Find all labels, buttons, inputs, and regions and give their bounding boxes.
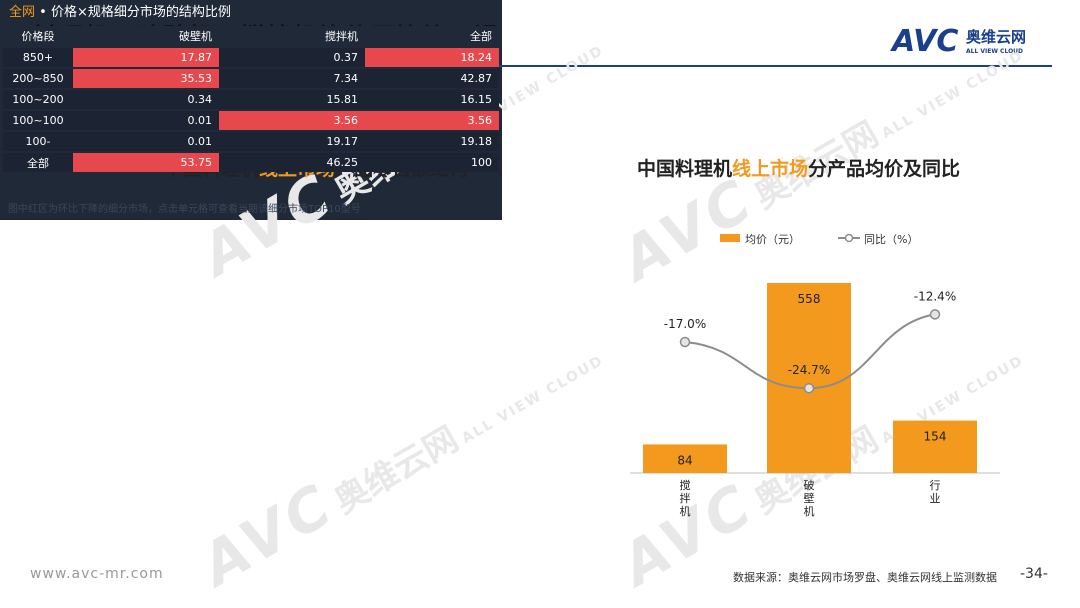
- legend-label: 同比（%）: [864, 233, 918, 246]
- row-label: 200~850: [3, 67, 73, 89]
- table-row[interactable]: 850+ 17.87 0.37 18.24: [3, 46, 499, 68]
- table-cell[interactable]: 16.15: [365, 88, 499, 110]
- logo-cn: 奥维云网: [966, 28, 1026, 46]
- bar-value-label: 84: [677, 453, 692, 467]
- column-header: 搅拌机: [219, 26, 365, 47]
- table-cell[interactable]: 35.53: [73, 67, 219, 89]
- category-label: 行业: [930, 479, 941, 505]
- table-note: 图中红区为环比下降的细分市场，点击单元格可查看当期该细分市场TOP10型号: [8, 204, 361, 215]
- bar: [893, 420, 977, 473]
- table-row[interactable]: 全部 53.75 46.25 100: [3, 151, 499, 172]
- table-body: 850+ 17.87 0.37 18.24 200~850 35.53 7.34 42.87 1…: [3, 46, 499, 172]
- table-cell[interactable]: 46.25: [219, 151, 365, 172]
- table-cell[interactable]: 19.18: [365, 130, 499, 152]
- right-title-post: 分产品均价及同比: [808, 158, 961, 180]
- legend-label: 均价（元）: [745, 233, 800, 246]
- row-label: 100-: [3, 130, 73, 152]
- watermark-en: ALL VIEW CLOUD: [459, 352, 607, 447]
- table-cell[interactable]: 3.56: [365, 109, 499, 131]
- table-title: • 价格×规格细分市场的结构比例: [35, 5, 231, 20]
- table-cell[interactable]: 18.24: [365, 46, 499, 68]
- title-divider: [28, 65, 1052, 67]
- structure-table: 价格段 破壁机 搅拌机 全部 850+ 17.87 0.37 18.24 200~850…: [3, 26, 499, 172]
- yoy-point: [679, 336, 691, 348]
- table-cell[interactable]: 15.81: [219, 88, 365, 110]
- price-yoy-chart: 均价（元） 同比（%） 84 558 154 搅拌机 破壁机 行业 -17.0% -24.7% -1…: [630, 233, 1000, 518]
- table-cell[interactable]: 17.87: [73, 46, 219, 68]
- watermark-mark: AVC: [190, 469, 346, 599]
- table-cell[interactable]: 7.34: [219, 67, 365, 89]
- yoy-point: [803, 382, 815, 394]
- logo-en: ALL VIEW CLOUD: [966, 48, 1023, 55]
- table-header: 全网 • 价格×规格细分市场的结构比例: [0, 0, 502, 25]
- category-label: 搅拌机: [680, 478, 691, 518]
- right-panel-title: 中国料理机线上市场分产品均价及同比: [637, 154, 960, 181]
- yoy-value-label: -12.4%: [914, 289, 956, 303]
- row-label: 100~100: [3, 109, 73, 131]
- table-cell[interactable]: 3.56: [219, 109, 365, 131]
- legend-marker: [844, 233, 854, 243]
- table-row[interactable]: 100- 0.01 19.17 19.18: [3, 130, 499, 152]
- yoy-value-label: -17.0%: [664, 317, 706, 331]
- table-cell[interactable]: 42.87: [365, 67, 499, 89]
- legend-swatch-bar: [720, 234, 740, 242]
- structure-table-panel: 全网 • 价格×规格细分市场的结构比例 价格段 破壁机 搅拌机 全部 850+ 1…: [0, 0, 1066, 220]
- table-unit: 单位%: [1033, 200, 1066, 213]
- right-title-pre: 中国料理机: [637, 158, 733, 180]
- column-header: 价格段: [3, 26, 73, 47]
- bar-value-label: 558: [798, 292, 821, 306]
- logo-mark: AVC: [890, 24, 958, 59]
- category-label: 破壁机: [804, 478, 815, 518]
- table-title-scope[interactable]: 全网: [9, 5, 36, 20]
- bar: [643, 444, 727, 473]
- data-source: 数据来源：奥维云网市场罗盘、奥维云网线上监测数据: [733, 571, 997, 584]
- row-label: 100~200: [3, 88, 73, 110]
- table-header-row: 价格段 破壁机 搅拌机 全部: [3, 26, 499, 47]
- watermark-cn: 奥维云网: [327, 419, 466, 522]
- table-cell[interactable]: 53.75: [73, 151, 219, 172]
- watermark-3: AVC 奥维云网 ALL VIEW CLOUD: [190, 316, 612, 599]
- column-header: 全部: [365, 26, 499, 47]
- table-cell[interactable]: 0.37: [219, 46, 365, 68]
- avc-logo: AVC 奥维云网 ALL VIEW CLOUD: [890, 24, 1026, 59]
- table-cell[interactable]: 0.01: [73, 130, 219, 152]
- row-label: 850+: [3, 46, 73, 68]
- column-header: 破壁机: [73, 26, 219, 47]
- table-cell[interactable]: 100: [365, 151, 499, 172]
- yoy-value-label: -24.7%: [788, 363, 830, 377]
- table-row[interactable]: 200~850 35.53 7.34 42.87: [3, 67, 499, 89]
- footer-url[interactable]: www.avc-mr.com: [30, 566, 164, 582]
- table-cell[interactable]: 19.17: [219, 130, 365, 152]
- table-cell[interactable]: 0.01: [73, 109, 219, 131]
- yoy-point: [929, 309, 941, 320]
- bar-value-label: 154: [924, 430, 947, 444]
- row-label: 全部: [3, 151, 73, 172]
- table-row[interactable]: 100~200 0.34 15.81 16.15: [3, 88, 499, 110]
- table-cell[interactable]: 0.34: [73, 88, 219, 110]
- right-title-highlight: 线上市场: [732, 158, 809, 180]
- page-number: -34-: [1020, 566, 1048, 582]
- bar: [767, 283, 851, 473]
- table-row[interactable]: 100~100 0.01 3.56 3.56: [3, 109, 499, 131]
